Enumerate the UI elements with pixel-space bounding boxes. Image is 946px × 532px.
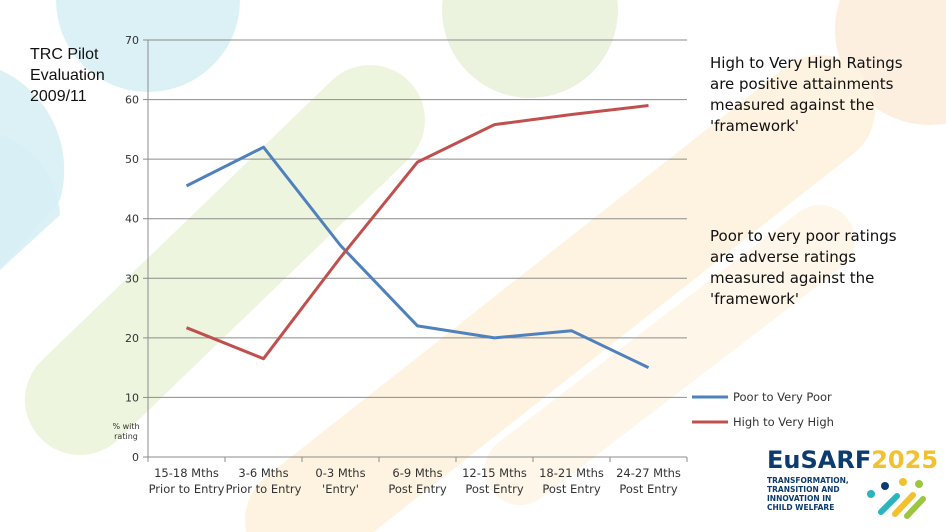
logo-tagline-line: CHILD WELFARE bbox=[767, 503, 835, 512]
chart-gridlines bbox=[148, 39, 687, 398]
y-tick-label: 10 bbox=[125, 391, 139, 404]
series-line-high bbox=[185, 104, 649, 361]
y-tick-label: 40 bbox=[125, 213, 139, 226]
slide-title-line: Evaluation bbox=[30, 67, 105, 84]
chart-legend: Poor to Very Poor High to Very High bbox=[692, 390, 834, 429]
note-high-ratings: High to Very High Ratings are positive a… bbox=[710, 54, 903, 135]
y-tick-label: 0 bbox=[132, 451, 139, 464]
x-tick-label: 3-6 Mths Prior to Entry bbox=[226, 466, 302, 496]
y-tick-label: 30 bbox=[125, 272, 139, 285]
chart-series bbox=[185, 104, 650, 369]
legend-label: Poor to Very Poor bbox=[733, 390, 832, 404]
x-tick-label: 18-21 Mths Post Entry bbox=[539, 466, 604, 496]
chart-labels: 0 10 20 30 40 50 60 70 15-18 Mths Prior to Entry3… bbox=[112, 34, 680, 496]
x-tick-label: 0-3 Mths 'Entry' bbox=[315, 466, 365, 496]
eusarf-dots-logo-icon bbox=[867, 478, 926, 519]
slide-title-line: 2009/11 bbox=[30, 88, 87, 105]
y-tick-label: 60 bbox=[125, 94, 139, 107]
logo-tagline: TRANSFORMATION, TRANSITION AND INNOVATIO… bbox=[767, 476, 862, 512]
x-tick-label: 6-9 Mths Post Entry bbox=[388, 466, 447, 496]
logo-name-year: 2025 bbox=[871, 446, 939, 474]
y-tick-label: 50 bbox=[125, 153, 139, 166]
y-axis-label: % with rating bbox=[112, 422, 139, 441]
logo-name-main: EuSARF bbox=[767, 446, 872, 474]
logo-name: EuSARF2025 bbox=[767, 446, 938, 474]
note-poor-ratings: Poor to very poor ratings are adverse ra… bbox=[710, 227, 897, 308]
y-tick-label: 20 bbox=[125, 332, 139, 345]
slide-title: TRC Pilot Evaluation 2009/11 bbox=[30, 44, 105, 107]
x-tick-label: 15-18 Mths Prior to Entry bbox=[149, 466, 225, 496]
chart-axes bbox=[143, 39, 688, 462]
logo-tagline-line: TRANSFORMATION, bbox=[767, 476, 849, 485]
logo-tagline-line: INNOVATION IN bbox=[767, 494, 832, 503]
eusarf-logo: EuSARF2025 TRANSFORMATION, TRANSITION AN… bbox=[767, 446, 938, 521]
x-tick-label: 12-15 Mths Post Entry bbox=[462, 466, 527, 496]
y-tick-label: 70 bbox=[125, 34, 139, 47]
slide-title-line: TRC Pilot bbox=[30, 46, 99, 63]
x-tick-label: 24-27 Mths Post Entry bbox=[616, 466, 681, 496]
legend-label: High to Very High bbox=[733, 415, 834, 429]
logo-tagline-line: TRANSITION AND bbox=[767, 485, 840, 494]
series-line-poor bbox=[185, 145, 650, 369]
